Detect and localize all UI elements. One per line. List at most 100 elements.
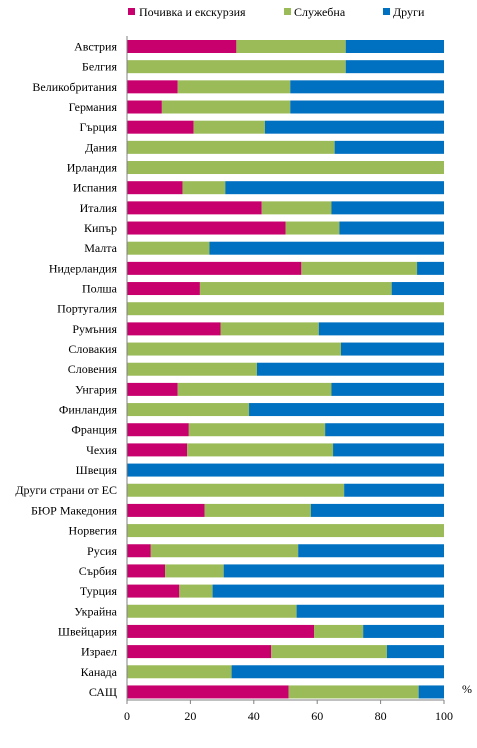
bar-segment bbox=[127, 524, 444, 538]
category-label: Австрия bbox=[74, 40, 117, 54]
bar-segment bbox=[127, 100, 162, 114]
bar-segment bbox=[298, 544, 444, 558]
legend-label-0: Почивка и екскурзия bbox=[139, 5, 246, 19]
category-label: Франция bbox=[71, 423, 117, 437]
bar-segment bbox=[127, 443, 188, 457]
category-label: Турция bbox=[80, 584, 118, 598]
x-tick-label: 20 bbox=[184, 709, 196, 723]
unit-label: % bbox=[462, 682, 472, 696]
legend-swatch-0 bbox=[128, 8, 135, 15]
bar-segment bbox=[127, 382, 178, 396]
bar-segment bbox=[179, 584, 213, 598]
bar-segment bbox=[231, 665, 444, 679]
x-tick-label: 40 bbox=[248, 709, 260, 723]
category-label: Германия bbox=[69, 100, 118, 114]
category-label: Полша bbox=[82, 282, 118, 296]
x-tick-label: 0 bbox=[124, 709, 130, 723]
bar-segment bbox=[127, 322, 221, 336]
bar-segment bbox=[127, 483, 345, 497]
bar-segment bbox=[127, 463, 444, 477]
bar-segment bbox=[345, 40, 444, 53]
bar-segment bbox=[177, 382, 332, 396]
category-label: Русия bbox=[87, 544, 117, 558]
bar-segment bbox=[325, 423, 445, 437]
category-label: САЩ bbox=[89, 685, 117, 699]
bar-segment bbox=[127, 140, 335, 154]
category-label: Словения bbox=[68, 362, 118, 376]
bar-segment bbox=[345, 60, 444, 74]
bar-segment bbox=[418, 685, 444, 699]
bar-segment bbox=[188, 423, 326, 437]
bar-segment bbox=[331, 201, 444, 215]
legend-label-2: Други bbox=[393, 5, 425, 19]
bar-segment bbox=[127, 302, 444, 316]
bar-segment bbox=[249, 403, 444, 417]
bar-segment bbox=[165, 564, 224, 578]
bar-segment bbox=[301, 261, 418, 275]
bar-segment bbox=[127, 261, 302, 275]
bar-segment bbox=[256, 362, 444, 376]
bar-segment bbox=[127, 80, 178, 94]
bar-segment bbox=[290, 80, 444, 94]
bar-segment bbox=[363, 624, 444, 638]
category-label: Великобритания bbox=[32, 80, 117, 94]
bar-segment bbox=[127, 161, 444, 175]
bar-segment bbox=[261, 201, 332, 215]
bar-segment bbox=[199, 282, 392, 296]
bar-segment bbox=[127, 665, 232, 679]
bar-segment bbox=[264, 120, 444, 134]
legend-label-1: Служебна bbox=[294, 5, 346, 19]
bar-segment bbox=[310, 503, 444, 517]
category-label: Румъния bbox=[72, 322, 117, 336]
bar-segment bbox=[212, 584, 444, 598]
x-tick-label: 60 bbox=[311, 709, 323, 723]
bar-segment bbox=[127, 544, 151, 558]
bar-segment bbox=[285, 221, 340, 235]
bar-segment bbox=[150, 544, 299, 558]
bar-segment bbox=[209, 241, 444, 255]
bar-segment bbox=[127, 40, 237, 53]
category-label: Финландия bbox=[59, 403, 118, 417]
bar-segment bbox=[340, 342, 444, 356]
bar-segment bbox=[220, 322, 319, 336]
bar-segment bbox=[127, 624, 315, 638]
x-tick-label: 80 bbox=[375, 709, 387, 723]
category-label: Чехия bbox=[86, 443, 117, 457]
bar-segment bbox=[127, 241, 210, 255]
category-label: Унгария bbox=[75, 382, 118, 396]
category-label: Белгия bbox=[82, 60, 118, 74]
legend-swatch-1 bbox=[284, 8, 291, 15]
legend-swatch-2 bbox=[383, 8, 390, 15]
category-label: Други страни от ЕС bbox=[15, 483, 117, 497]
bar-segment bbox=[187, 443, 334, 457]
bar-segment bbox=[344, 483, 444, 497]
bar-segment bbox=[127, 584, 180, 598]
bar-segment bbox=[127, 221, 286, 235]
category-label: Словакия bbox=[68, 342, 117, 356]
bar-segment bbox=[127, 120, 194, 134]
bar-segment bbox=[204, 503, 311, 517]
bar-segment bbox=[127, 403, 250, 417]
bar-segment bbox=[127, 423, 189, 437]
category-label: Швейцария bbox=[58, 624, 118, 638]
bar-segment bbox=[331, 382, 444, 396]
bar-segment bbox=[161, 100, 291, 114]
category-label: Испания bbox=[73, 181, 118, 195]
bar-segment bbox=[193, 120, 265, 134]
bar-segment bbox=[127, 503, 205, 517]
bar-segment bbox=[127, 362, 257, 376]
category-label: Дания bbox=[85, 140, 117, 154]
bar-segment bbox=[290, 100, 444, 114]
category-label: Ирландия bbox=[67, 161, 118, 175]
category-label: Израел bbox=[81, 645, 117, 659]
bar-segment bbox=[127, 564, 166, 578]
bar-segment bbox=[288, 685, 419, 699]
bar-segment bbox=[127, 282, 200, 296]
category-label: БЮР Македония bbox=[31, 503, 118, 517]
bar-segment bbox=[339, 221, 444, 235]
bar-segment bbox=[177, 80, 291, 94]
bar-segment bbox=[391, 282, 444, 296]
category-label: Сърбия bbox=[79, 564, 118, 578]
bar-segment bbox=[314, 624, 364, 638]
bar-segment bbox=[333, 443, 444, 457]
